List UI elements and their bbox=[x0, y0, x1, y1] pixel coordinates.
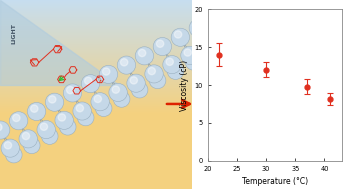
Circle shape bbox=[145, 65, 163, 83]
Circle shape bbox=[94, 95, 102, 103]
Circle shape bbox=[81, 75, 100, 93]
Circle shape bbox=[203, 45, 220, 61]
Circle shape bbox=[91, 93, 109, 111]
Circle shape bbox=[73, 102, 91, 120]
Circle shape bbox=[202, 40, 209, 47]
Circle shape bbox=[77, 109, 94, 126]
Circle shape bbox=[13, 114, 20, 122]
Circle shape bbox=[112, 86, 119, 93]
Circle shape bbox=[23, 137, 40, 154]
Circle shape bbox=[131, 82, 148, 98]
Circle shape bbox=[181, 46, 199, 64]
Circle shape bbox=[171, 28, 190, 46]
X-axis label: Temperature (°C): Temperature (°C) bbox=[242, 177, 308, 186]
Circle shape bbox=[0, 121, 10, 139]
Circle shape bbox=[135, 47, 154, 65]
Circle shape bbox=[163, 56, 181, 74]
Circle shape bbox=[167, 63, 184, 79]
Circle shape bbox=[49, 96, 56, 103]
Circle shape bbox=[67, 87, 74, 94]
Circle shape bbox=[95, 100, 112, 117]
Circle shape bbox=[148, 67, 155, 75]
Circle shape bbox=[184, 49, 191, 56]
Circle shape bbox=[45, 93, 64, 111]
Circle shape bbox=[192, 22, 200, 29]
Circle shape bbox=[139, 49, 146, 57]
Circle shape bbox=[84, 77, 92, 84]
Circle shape bbox=[27, 102, 46, 121]
Polygon shape bbox=[0, 0, 119, 85]
Text: LIGHT: LIGHT bbox=[11, 24, 16, 44]
Circle shape bbox=[1, 139, 20, 157]
Circle shape bbox=[19, 130, 37, 148]
Circle shape bbox=[63, 84, 82, 102]
Circle shape bbox=[76, 105, 83, 112]
Circle shape bbox=[130, 77, 138, 84]
Circle shape bbox=[4, 142, 12, 149]
Circle shape bbox=[120, 59, 128, 66]
Circle shape bbox=[199, 37, 217, 55]
Circle shape bbox=[40, 123, 47, 130]
Circle shape bbox=[55, 111, 73, 129]
Circle shape bbox=[0, 124, 2, 131]
Circle shape bbox=[127, 74, 145, 92]
Circle shape bbox=[58, 114, 66, 121]
Circle shape bbox=[31, 105, 38, 112]
Y-axis label: Viscosity (cP): Viscosity (cP) bbox=[180, 60, 189, 111]
Circle shape bbox=[166, 58, 173, 65]
Circle shape bbox=[156, 40, 164, 47]
Circle shape bbox=[185, 54, 202, 70]
Circle shape bbox=[22, 132, 30, 140]
Circle shape bbox=[42, 128, 58, 144]
Circle shape bbox=[99, 65, 118, 84]
Circle shape bbox=[189, 19, 208, 37]
Circle shape bbox=[6, 147, 22, 163]
Circle shape bbox=[113, 91, 130, 107]
Circle shape bbox=[174, 31, 182, 38]
Circle shape bbox=[59, 119, 76, 135]
Circle shape bbox=[9, 112, 28, 130]
Circle shape bbox=[117, 56, 136, 74]
Circle shape bbox=[153, 37, 172, 56]
Circle shape bbox=[149, 72, 166, 89]
Circle shape bbox=[103, 68, 110, 75]
Circle shape bbox=[37, 121, 55, 139]
Circle shape bbox=[109, 83, 127, 101]
